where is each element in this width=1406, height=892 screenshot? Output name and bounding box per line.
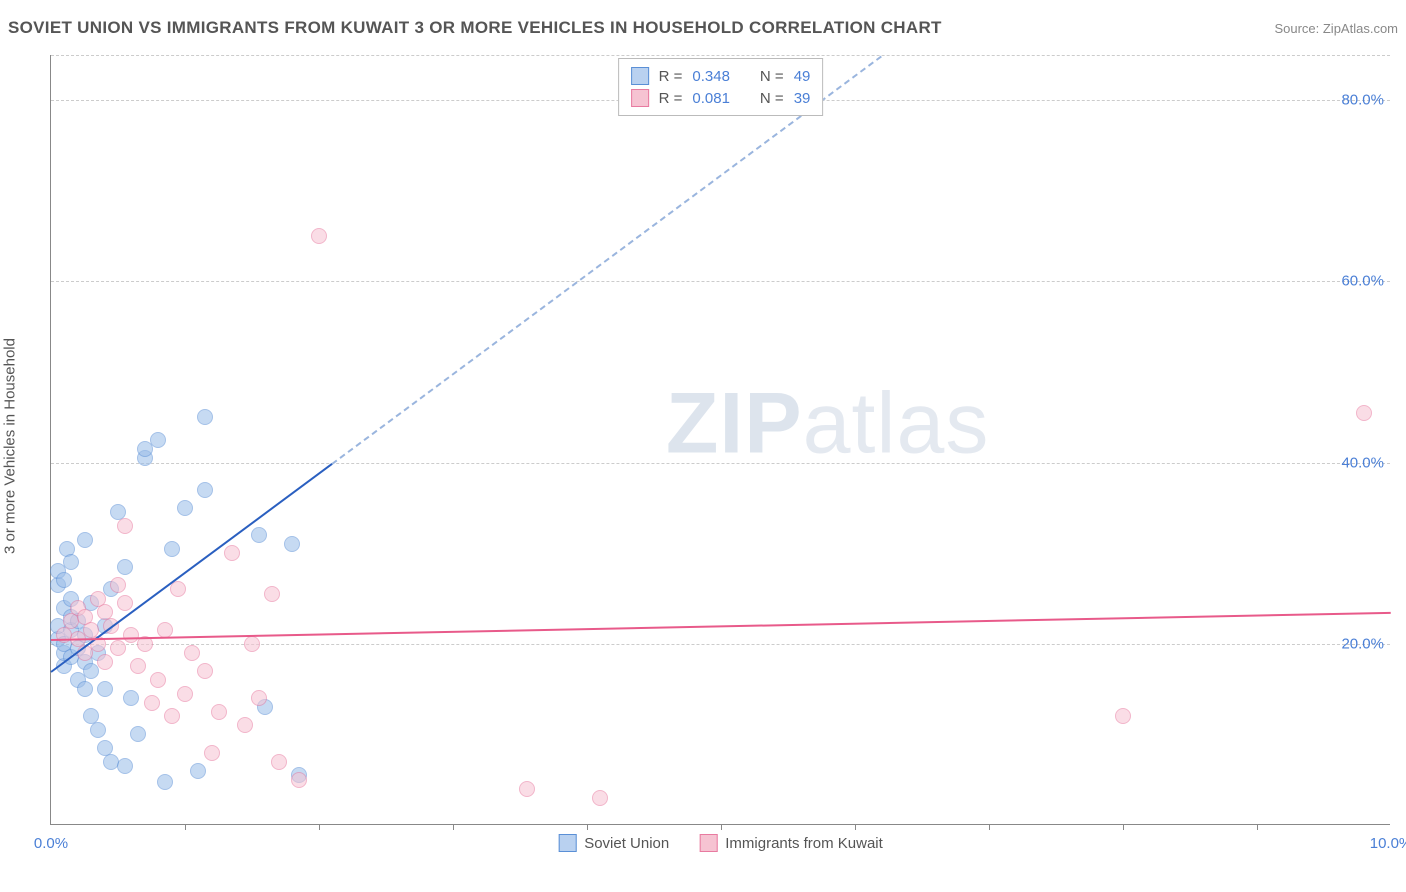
data-point [164, 708, 180, 724]
data-point [291, 772, 307, 788]
n-label: N = [760, 68, 784, 85]
data-point [204, 745, 220, 761]
x-tick-mark [453, 824, 454, 830]
data-point [197, 409, 213, 425]
data-point [117, 758, 133, 774]
swatch-blue-icon [631, 67, 649, 85]
data-point [90, 722, 106, 738]
swatch-blue-icon [558, 834, 576, 852]
r-value-kuwait: 0.081 [692, 90, 730, 107]
data-point [63, 554, 79, 570]
series-legend: Soviet Union Immigrants from Kuwait [558, 834, 883, 852]
data-point [311, 228, 327, 244]
data-point [117, 518, 133, 534]
data-point [77, 532, 93, 548]
y-tick-label: 40.0% [1341, 454, 1384, 471]
swatch-pink-icon [631, 89, 649, 107]
gridline-h [51, 55, 1390, 56]
data-point [284, 536, 300, 552]
legend-label-kuwait: Immigrants from Kuwait [725, 835, 883, 852]
watermark: ZIPatlas [666, 375, 989, 474]
n-label: N = [760, 90, 784, 107]
y-tick-label: 20.0% [1341, 635, 1384, 652]
data-point [110, 577, 126, 593]
data-point [77, 681, 93, 697]
legend-item-kuwait: Immigrants from Kuwait [699, 834, 883, 852]
title-bar: SOVIET UNION VS IMMIGRANTS FROM KUWAIT 3… [8, 18, 1398, 38]
r-label: R = [659, 68, 683, 85]
gridline-h [51, 463, 1390, 464]
legend-label-soviet: Soviet Union [584, 835, 669, 852]
data-point [1356, 405, 1372, 421]
x-tick-mark [1123, 824, 1124, 830]
x-tick-mark [1257, 824, 1258, 830]
data-point [251, 690, 267, 706]
y-axis-label: 3 or more Vehicles in Household [2, 338, 19, 554]
data-point [177, 686, 193, 702]
data-point [117, 559, 133, 575]
chart-container: SOVIET UNION VS IMMIGRANTS FROM KUWAIT 3… [0, 0, 1406, 892]
swatch-pink-icon [699, 834, 717, 852]
data-point [251, 527, 267, 543]
y-tick-label: 60.0% [1341, 273, 1384, 290]
data-point [271, 754, 287, 770]
data-point [592, 790, 608, 806]
watermark-zip: ZIP [666, 376, 803, 472]
x-tick-mark [721, 824, 722, 830]
trendline [51, 612, 1391, 641]
data-point [157, 774, 173, 790]
data-point [123, 690, 139, 706]
data-point [197, 663, 213, 679]
correlation-legend: R = 0.348 N = 49 R = 0.081 N = 39 [618, 58, 824, 116]
data-point [130, 658, 146, 674]
data-point [184, 645, 200, 661]
data-point [264, 586, 280, 602]
data-point [519, 781, 535, 797]
data-point [110, 640, 126, 656]
data-point [177, 500, 193, 516]
data-point [170, 581, 186, 597]
data-point [197, 482, 213, 498]
plot-area: ZIPatlas R = 0.348 N = 49 R = 0.081 N = … [50, 55, 1390, 825]
y-tick-label: 80.0% [1341, 92, 1384, 109]
x-tick-mark [855, 824, 856, 830]
data-point [224, 545, 240, 561]
source-label: Source: ZipAtlas.com [1274, 21, 1398, 36]
data-point [56, 572, 72, 588]
x-tick-mark [319, 824, 320, 830]
corr-row-soviet: R = 0.348 N = 49 [631, 65, 811, 87]
data-point [150, 432, 166, 448]
x-tick-mark [989, 824, 990, 830]
x-tick-label: 10.0% [1370, 835, 1406, 852]
gridline-h [51, 281, 1390, 282]
data-point [97, 681, 113, 697]
n-value-kuwait: 39 [794, 90, 811, 107]
data-point [237, 717, 253, 733]
r-label: R = [659, 90, 683, 107]
data-point [164, 541, 180, 557]
x-tick-mark [587, 824, 588, 830]
data-point [211, 704, 227, 720]
data-point [144, 695, 160, 711]
data-point [97, 654, 113, 670]
data-point [130, 726, 146, 742]
data-point [150, 672, 166, 688]
x-tick-label: 0.0% [34, 835, 68, 852]
n-value-soviet: 49 [794, 68, 811, 85]
chart-title: SOVIET UNION VS IMMIGRANTS FROM KUWAIT 3… [8, 18, 942, 38]
corr-row-kuwait: R = 0.081 N = 39 [631, 87, 811, 109]
data-point [1115, 708, 1131, 724]
r-value-soviet: 0.348 [692, 68, 730, 85]
data-point [190, 763, 206, 779]
legend-item-soviet: Soviet Union [558, 834, 669, 852]
data-point [117, 595, 133, 611]
watermark-atlas: atlas [803, 376, 990, 472]
trendline [50, 463, 333, 673]
x-tick-mark [185, 824, 186, 830]
trendline [332, 55, 883, 464]
data-point [244, 636, 260, 652]
